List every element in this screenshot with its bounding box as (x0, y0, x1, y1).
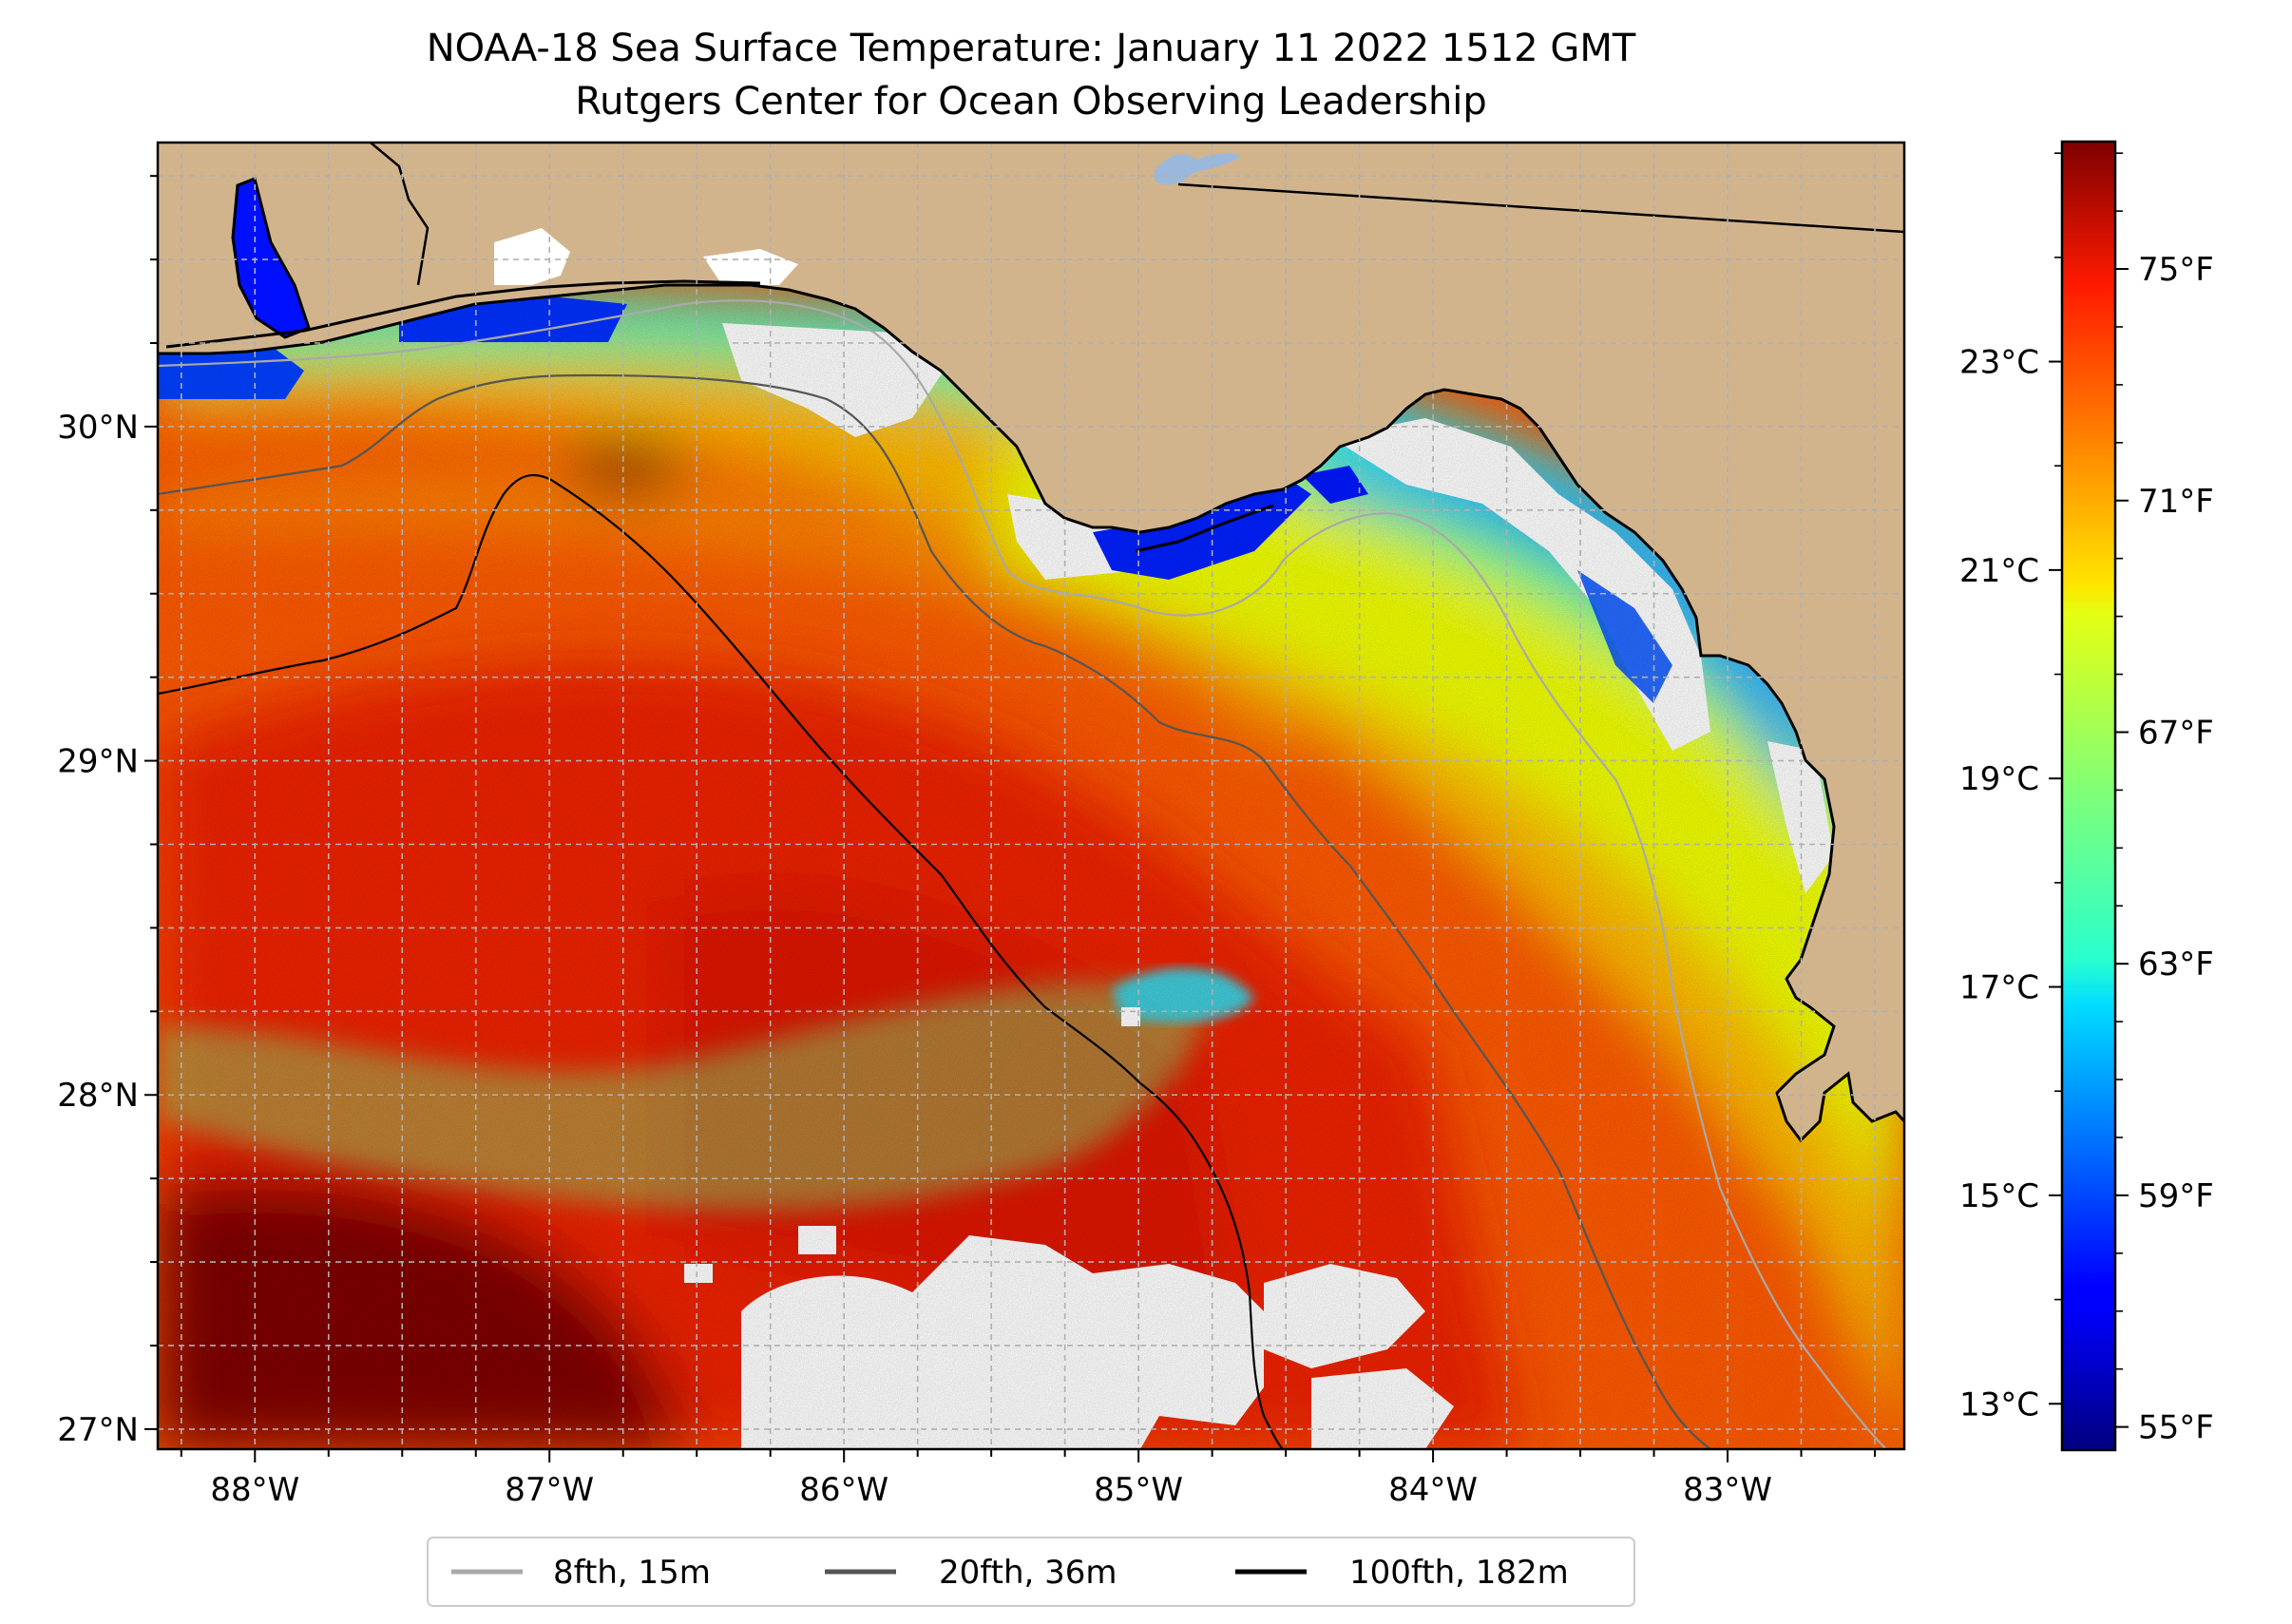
isobath-8fth (158, 299, 1887, 1449)
title-line-1: NOAA-18 Sea Surface Temperature: January… (427, 27, 1636, 70)
legend-label-20fth: 20fth, 36m (939, 1554, 1117, 1592)
bay-inlet (703, 249, 798, 285)
lon-tick-label: 88°W (210, 1471, 299, 1509)
legend-label-100fth: 100fth, 182m (1349, 1554, 1569, 1592)
colorbar-fahrenheit-label: 71°F (2138, 483, 2214, 521)
isobath-20fth (158, 373, 1711, 1449)
lon-tick-label: 84°W (1388, 1471, 1478, 1509)
colorbar: 23°C 21°C 19°C 17°C 15°C 13°C 75°F 71°F 67°F 63°… (1959, 140, 2214, 1452)
colorbar-celsius-label: 13°C (1959, 1385, 2039, 1423)
colorbar-celsius-axis: 23°C 21°C 19°C 17°C 15°C 13°C (1959, 152, 2062, 1423)
colorbar-fahrenheit-label: 75°F (2138, 251, 2214, 289)
colorbar-celsius-label: 23°C (1959, 344, 2039, 382)
lat-tick-label: 29°N (57, 743, 139, 781)
colorbar-frame (2060, 140, 2117, 1452)
lat-tick-label: 30°N (57, 409, 139, 447)
bay-inlet (494, 228, 570, 285)
state-border-fl-ga (1177, 182, 1904, 234)
gridlines (158, 143, 1904, 1449)
colorbar-celsius-label: 21°C (1959, 552, 2039, 590)
lake (1155, 153, 1240, 185)
colorbar-fahrenheit-label: 63°F (2138, 946, 2214, 984)
lon-tick-label: 86°W (799, 1471, 888, 1509)
colorbar-fahrenheit-label: 59°F (2138, 1177, 2214, 1215)
colorbar-fahrenheit-label: 55°F (2138, 1409, 2214, 1447)
isobath-100fth (158, 473, 1284, 1449)
barrier-island (165, 279, 761, 349)
colorbar-celsius-label: 19°C (1959, 760, 2039, 798)
colorbar-celsius-label: 17°C (1959, 969, 2039, 1007)
land-mass (158, 143, 1904, 1140)
legend: 8fth, 15m 20fth, 36m 100fth, 182m (427, 1537, 1635, 1607)
lat-tick-label: 28°N (57, 1077, 139, 1115)
mobile-bay (233, 179, 309, 337)
sst-map (158, 143, 1904, 1449)
lat-tick-label: 27°N (57, 1411, 139, 1449)
colorbar-gradient (2062, 142, 2115, 1450)
map-frame (156, 141, 1906, 1451)
lon-tick-label: 85°W (1094, 1471, 1183, 1509)
lon-tick-label: 83°W (1683, 1471, 1772, 1509)
longitude-axis: 88°W 87°W 86°W 85°W 84°W 83°W (180, 1449, 1877, 1509)
latitude-axis: 30°N 29°N 28°N 27°N (57, 175, 158, 1449)
legend-box (427, 1537, 1635, 1607)
colorbar-fahrenheit-label: 67°F (2138, 714, 2214, 752)
lon-tick-label: 87°W (505, 1471, 594, 1509)
colorbar-fahrenheit-axis: 75°F 71°F 67°F 63°F 59°F 55°F (2115, 152, 2214, 1447)
state-border-al-fl (370, 143, 430, 286)
legend-label-8fth: 8fth, 15m (553, 1554, 711, 1592)
title-line-2: Rutgers Center for Ocean Observing Leade… (575, 80, 1487, 124)
barrier-island (1135, 504, 1274, 553)
colorbar-celsius-label: 15°C (1959, 1177, 2039, 1215)
